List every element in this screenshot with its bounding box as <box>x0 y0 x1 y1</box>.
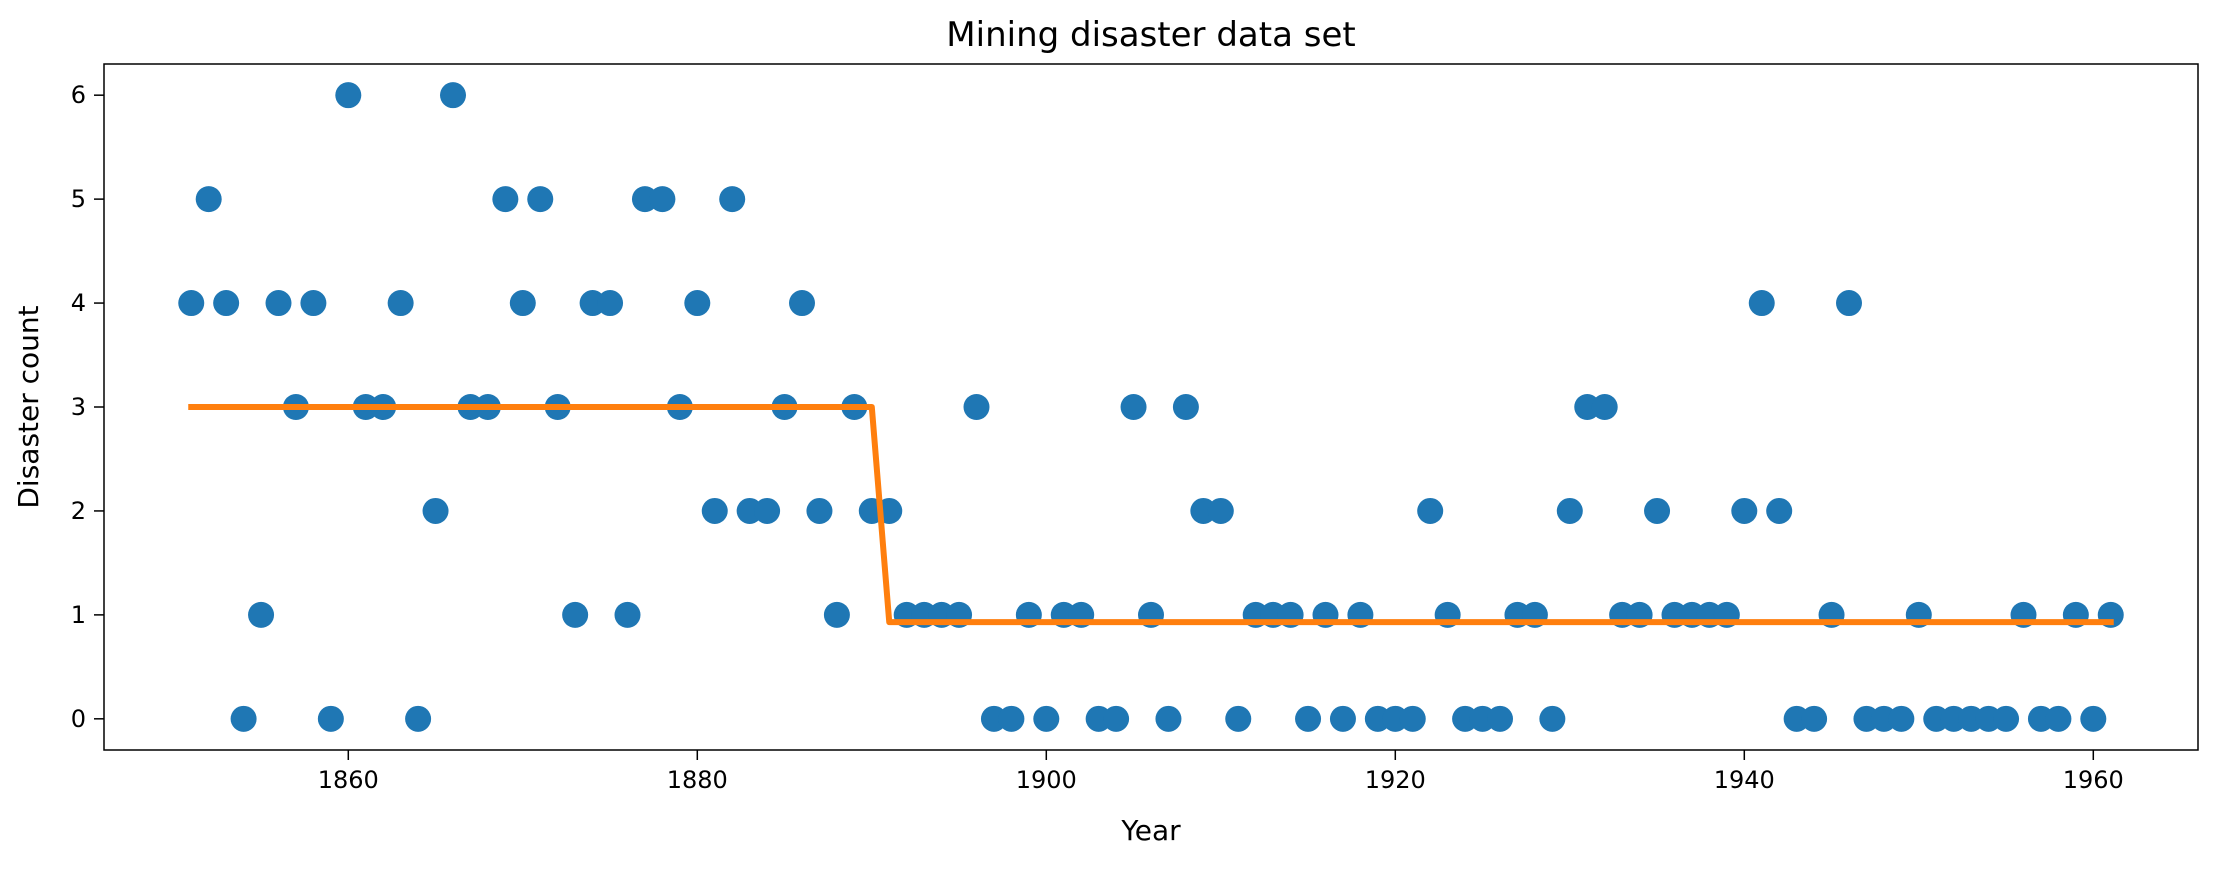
y-tick-label: 6 <box>71 81 86 109</box>
data-point <box>440 82 466 109</box>
data-point <box>2080 705 2107 732</box>
data-point <box>754 497 781 524</box>
data-point <box>1748 290 1775 317</box>
x-tick-label: 1880 <box>667 766 728 794</box>
data-point <box>509 290 536 317</box>
chart-title: Mining disaster data set <box>946 15 1355 55</box>
data-point <box>1487 705 1513 732</box>
data-point <box>963 394 990 420</box>
data-point <box>1556 497 1583 524</box>
data-point <box>1417 497 1444 524</box>
data-point <box>649 186 676 213</box>
x-tick-label: 1920 <box>1365 766 1426 794</box>
data-point <box>684 290 711 317</box>
y-axis: 0 1 2 3 4 5 6 <box>71 81 104 733</box>
data-point <box>1120 394 1147 420</box>
y-tick-label: 0 <box>71 705 86 733</box>
data-point <box>213 290 240 317</box>
y-tick-label: 4 <box>71 289 86 317</box>
data-point <box>597 290 624 317</box>
data-point <box>335 82 362 109</box>
data-point <box>405 705 432 732</box>
data-point <box>1801 705 1828 732</box>
data-point <box>1399 705 1426 732</box>
data-point <box>248 601 275 628</box>
y-tick-label: 2 <box>71 497 86 525</box>
data-point <box>806 497 833 524</box>
data-point <box>1033 705 1060 732</box>
x-axis: 1860 1880 1900 1920 1940 1960 <box>318 750 2124 794</box>
data-point <box>492 186 519 213</box>
data-point <box>562 601 589 628</box>
data-point <box>317 705 344 732</box>
data-point <box>1207 497 1234 524</box>
data-point <box>701 497 728 524</box>
data-point <box>1766 497 1793 524</box>
data-point <box>1591 394 1618 420</box>
data-point <box>1644 497 1671 524</box>
data-point <box>1155 705 1182 732</box>
data-point <box>1539 705 1566 732</box>
data-point <box>719 186 746 213</box>
x-axis-label: Year <box>1120 814 1181 847</box>
data-point <box>1993 705 2020 732</box>
y-axis-label: Disaster count <box>12 305 45 508</box>
x-tick-label: 1940 <box>1714 766 1775 794</box>
data-point <box>178 290 205 317</box>
x-tick-label: 1860 <box>318 766 379 794</box>
data-point <box>1836 290 1862 317</box>
switchpoint-rate-line <box>188 404 2114 626</box>
data-point <box>1295 705 1322 732</box>
plot-area <box>178 82 2124 732</box>
y-tick-label: 3 <box>71 393 86 421</box>
data-point <box>1225 705 1252 732</box>
data-point <box>1731 497 1758 524</box>
data-point <box>230 705 257 732</box>
data-point <box>300 290 327 317</box>
data-point <box>1172 394 1199 420</box>
data-point <box>1888 705 1915 732</box>
x-tick-label: 1960 <box>2063 766 2124 794</box>
data-point <box>1103 705 1130 732</box>
data-point <box>2045 705 2072 732</box>
data-point <box>527 186 554 213</box>
y-tick-label: 5 <box>71 185 86 213</box>
data-point <box>265 290 292 317</box>
data-point <box>998 705 1025 732</box>
x-tick-label: 1900 <box>1016 766 1077 794</box>
data-point <box>387 290 414 317</box>
data-point <box>1329 705 1356 732</box>
data-point <box>614 601 641 628</box>
data-point <box>823 601 850 628</box>
data-point <box>195 186 222 213</box>
data-point <box>422 497 449 524</box>
y-tick-label: 1 <box>71 601 86 629</box>
data-point <box>789 290 815 317</box>
